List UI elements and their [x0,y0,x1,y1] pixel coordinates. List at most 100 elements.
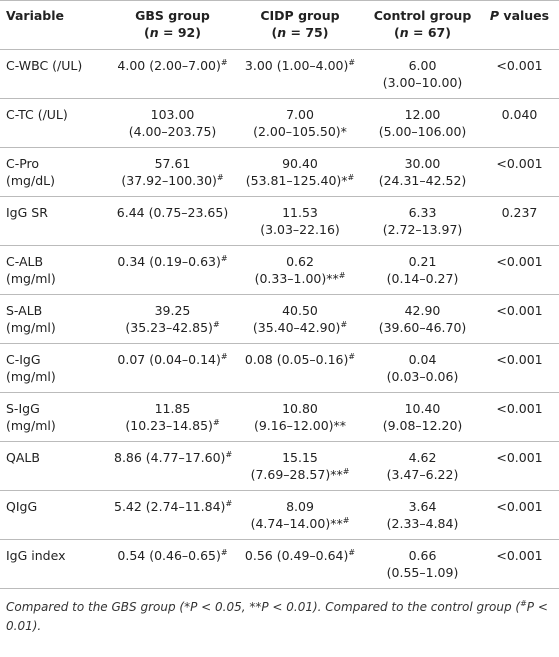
superscript: # [342,466,350,476]
table-cell: 0.62 (0.33–1.00)**# [235,245,365,295]
cell-line: 42.90 [369,302,476,319]
table-cell: 7.00 (2.00–105.50)* [235,98,365,148]
text: 57.61 [154,156,191,171]
table-row: QIgG 5.42 (2.74–11.84)# 8.09 (4.74–14.00)**… [0,490,559,540]
table-row: QALB 8.86 (4.77–17.60)# 15.15 (7.69–28.57)*… [0,441,559,491]
text: (7.69–28.57)** [250,467,343,482]
cell-line: 0.04 [369,351,476,368]
cell-line: (35.40–42.90)# [239,319,361,336]
text: 6.33 [408,205,437,220]
text: GBS group [135,8,210,23]
text: (3.47–6.22) [386,467,459,482]
cell-line: 6.00 [369,57,476,74]
superscript: # [220,547,228,557]
superscript: # [348,351,356,361]
table-cell: <0.001 [480,294,559,344]
text: (3.03–22.16) [260,222,340,237]
cell-line: <0.001 [484,155,555,172]
cell-line: (53.81–125.40)*# [239,172,361,189]
text: 30.00 [404,156,441,171]
table-cell: C-ALB (mg/ml) [0,245,110,295]
superscript: # [212,319,220,329]
text: (0.33–1.00)** [254,271,339,286]
cell-line: C-WBC (/UL) [6,57,106,74]
text: 8.86 (4.77–17.60) [114,450,226,465]
cell-line: (3.47–6.22) [369,466,476,483]
text: 4.00 (2.00–7.00) [117,58,221,73]
table-cell: <0.001 [480,392,559,442]
cell-line: <0.001 [484,253,555,270]
cell-line: (2.33–4.84) [369,515,476,532]
cell-line: 11.85 [114,400,231,417]
text: (37.92–100.30) [121,173,217,188]
text: 103.00 [150,107,195,122]
table-cell: 10.80 (9.16–12.00)** [235,392,365,442]
text: (mg/ml) [6,418,56,433]
page: Variable GBS group (n = 92) CIDP group (n = … [0,0,559,633]
cell-line: 12.00 [369,106,476,123]
cell-line: <0.001 [484,302,555,319]
table-cell: <0.001 [480,245,559,295]
cell-line: 0.07 (0.04–0.14)# [114,351,231,368]
text: C-WBC (/UL) [6,58,83,73]
cell-line: 0.237 [484,204,555,221]
cell-line: 3.00 (1.00–4.00)# [239,57,361,74]
text: (10.23–14.85) [125,418,213,433]
cell-line: 11.53 [239,204,361,221]
text: 90.40 [282,156,318,171]
superscript: # [216,172,224,182]
table-cell: 0.34 (0.19–0.63)# [110,245,235,295]
table-row: IgG SR 6.44 (0.75–23.65) 11.53 (3.03–22.16)… [0,196,559,246]
italic-text: n [277,25,287,40]
text: 0.34 (0.19–0.63) [117,254,221,269]
table-row: C-WBC (/UL) 4.00 (2.00–7.00)# 3.00 (1.00–4… [0,49,559,99]
cell-line: S-IgG [6,400,106,417]
cell-line: (2.72–13.97) [369,221,476,238]
cell-line: 8.86 (4.77–17.60)# [114,449,232,466]
cell-line: 10.40 [369,400,476,417]
table-cell: 0.07 (0.04–0.14)# [110,343,235,393]
text: <0.001 [496,352,543,367]
text: 3.64 [408,499,437,514]
table-row: C-ALB (mg/ml) 0.34 (0.19–0.63)# 0.62 (0.33–1… [0,245,559,295]
text: 0.54 (0.46–0.65) [117,548,221,563]
text: <0.001 [496,548,543,563]
cell-line: <0.001 [484,498,555,515]
table-cell: C-IgG (mg/ml) [0,343,110,393]
text: (5.00–106.00) [378,124,467,139]
cell-line: 3.64 [369,498,476,515]
cell-line: (n = 67) [369,24,476,41]
cell-line: 6.44 (0.75–23.65) [114,204,231,221]
cell-line: (4.00–203.75) [114,123,231,140]
table-cell: <0.001 [480,343,559,393]
superscript: # [342,515,350,525]
table-cell: 15.15 (7.69–28.57)**# [235,441,365,491]
text: 6.00 [408,58,437,73]
text: QIgG [6,499,38,514]
cell-line: <0.001 [484,547,555,564]
cell-line: GBS group [114,7,231,24]
table-cell: 39.25 (35.23–42.85)# [110,294,235,344]
text: 0.237 [501,205,538,220]
text: 12.00 [404,107,441,122]
table-cell: 0.237 [480,196,559,246]
text: (0.55–1.09) [386,565,459,580]
header-cell: CIDP group (n = 75) [235,0,365,50]
cell-line: 30.00 [369,155,476,172]
cell-line: 0.56 (0.49–0.64)# [239,547,361,564]
text: 11.53 [282,205,318,220]
superscript: # [338,270,346,280]
table-cell: 5.42 (2.74–11.84)# [110,490,235,540]
cell-line: 0.040 [484,106,555,123]
text: 0.04 [408,352,437,367]
cell-line: (7.69–28.57)**# [239,466,361,483]
table-cell: 0.04 (0.03–0.06) [365,343,480,393]
table-cell: 10.40 (9.08–12.20) [365,392,480,442]
text: (mg/ml) [6,369,56,384]
cell-line: (mg/ml) [6,417,106,434]
cell-line: C-TC (/UL) [6,106,106,123]
cell-line: (0.55–1.09) [369,564,476,581]
text: C-Pro [6,156,40,171]
cell-line: (10.23–14.85)# [114,417,231,434]
table-cell: <0.001 [480,490,559,540]
